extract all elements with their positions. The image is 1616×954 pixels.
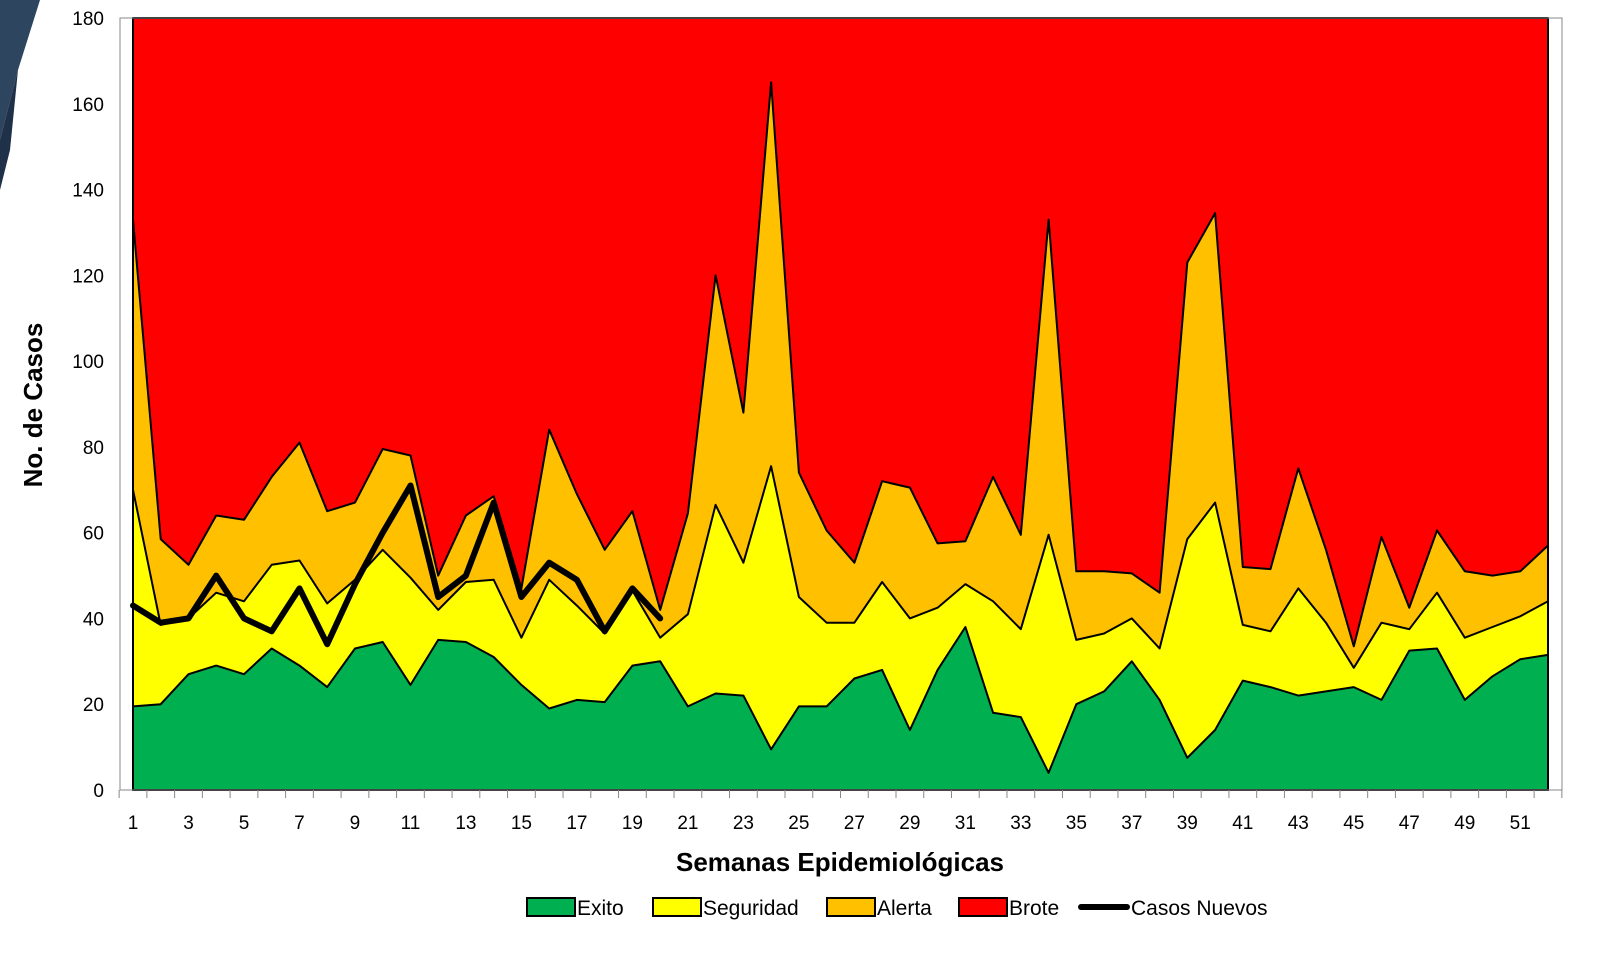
legend-item-seguridad: Seguridad — [652, 897, 799, 920]
y-tick-label: 180 — [72, 9, 104, 30]
legend-label: Brote — [1009, 897, 1059, 920]
x-tick-label: 21 — [677, 813, 698, 834]
line-layer — [130, 482, 664, 648]
x-tick-label: 15 — [511, 813, 532, 834]
y-tick-label: 160 — [72, 95, 104, 116]
x-tick-label: 33 — [1010, 813, 1031, 834]
axes-layer — [118, 17, 1563, 798]
x-tick-label: 11 — [401, 813, 421, 834]
x-tick-label: 1 — [128, 813, 139, 834]
x-tick-label: 35 — [1066, 813, 1087, 834]
y-tick-label: 140 — [72, 181, 104, 202]
x-tick-label: 39 — [1177, 813, 1198, 834]
y-tick-label: 20 — [83, 695, 104, 716]
x-tick-label: 31 — [955, 813, 976, 834]
legend-item-brote: Brote — [958, 897, 1059, 920]
y-tick-label: 40 — [83, 609, 104, 630]
x-tick-label: 25 — [788, 813, 809, 834]
x-tick-label: 45 — [1343, 813, 1364, 834]
legend-label: Alerta — [877, 897, 932, 920]
x-tick-label: 27 — [844, 813, 865, 834]
x-tick-label: 7 — [294, 813, 305, 834]
x-axis-title: Semanas Epidemiológicas — [676, 847, 1004, 877]
y-tick-label: 120 — [72, 266, 104, 287]
x-tick-label: 43 — [1288, 813, 1309, 834]
y-tick-label: 0 — [93, 781, 104, 802]
legend-swatch — [826, 897, 876, 917]
x-tick-label: 49 — [1454, 813, 1475, 834]
x-tick-label: 51 — [1510, 813, 1531, 834]
x-tick-label: 13 — [455, 813, 476, 834]
x-tick-label: 19 — [622, 813, 643, 834]
legend-label: Casos Nuevos — [1131, 897, 1268, 920]
legend-item-exito: Exito — [526, 897, 624, 920]
y-tick-labels: 0 20 40 60 80 100 120 140 160 180 — [72, 9, 104, 802]
legend-swatch — [958, 897, 1008, 917]
legend-item-alerta: Alerta — [826, 897, 932, 920]
legend-swatch — [652, 897, 702, 917]
legend-item-casos-nuevos: Casos Nuevos — [1078, 897, 1268, 920]
legend-swatch — [526, 897, 576, 917]
areas-layer — [132, 17, 1549, 791]
legend-label: Exito — [577, 897, 624, 920]
x-tick-label: 3 — [183, 813, 194, 834]
y-tick-label: 60 — [83, 524, 104, 545]
x-tick-label: 37 — [1121, 813, 1142, 834]
x-tick-label: 5 — [239, 813, 250, 834]
area-exito — [132, 626, 1549, 791]
line-casos-nuevos — [130, 482, 664, 648]
background-decoration — [0, 0, 40, 190]
legend: Exito Seguridad Alerta Brote Casos Nuevos — [526, 897, 1268, 920]
x-tick-label: 17 — [566, 813, 587, 834]
legend-label: Seguridad — [703, 897, 799, 920]
y-tick-label: 80 — [83, 438, 104, 459]
x-tick-label: 23 — [733, 813, 754, 834]
y-tick-label: 100 — [72, 352, 104, 373]
x-tick-label: 41 — [1232, 813, 1253, 834]
x-tick-label: 29 — [899, 813, 920, 834]
x-tick-label: 47 — [1399, 813, 1420, 834]
x-tick-label: 9 — [350, 813, 361, 834]
x-tick-labels: 1 3 5 7 9 11 13 15 17 19 21 23 25 27 29 31 33 35 37 39 41 43 4… — [128, 813, 1531, 834]
y-axis-title: No. de Casos — [18, 323, 48, 488]
